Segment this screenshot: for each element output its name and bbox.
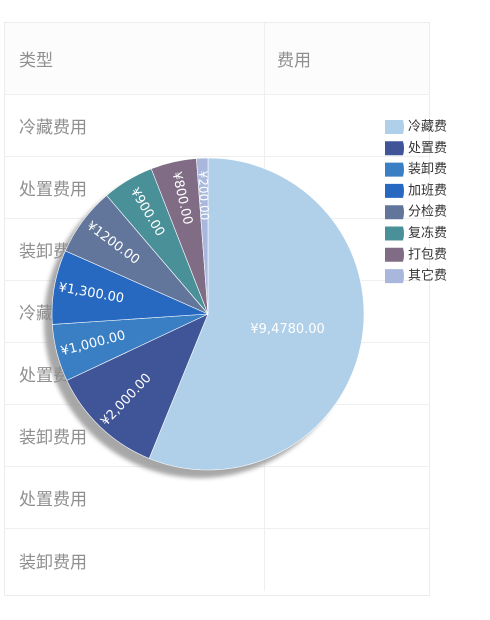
legend-label: 冷藏费 <box>408 120 447 135</box>
column-divider <box>264 467 265 528</box>
legend-label: 其它费 <box>408 268 447 284</box>
row-type: 装卸费用 <box>19 428 87 448</box>
table-row[interactable]: 装卸费用 <box>5 529 429 591</box>
row-type: 装卸费用 <box>19 552 87 573</box>
legend-swatch <box>385 247 404 262</box>
row-type: 处置费用 <box>19 180 87 200</box>
legend-swatch <box>385 162 404 177</box>
legend-label: 处置费 <box>408 141 447 156</box>
legend-label: 复冻费 <box>408 225 447 241</box>
legend-label: 装卸费 <box>408 161 447 177</box>
pie-slice[interactable] <box>66 313 209 459</box>
table-row[interactable]: 处置费用 <box>5 467 429 529</box>
pie-slice-label: ¥200.00 <box>196 170 212 220</box>
pie-slice[interactable] <box>148 157 365 471</box>
pie-slice[interactable] <box>196 157 209 315</box>
pie-slice-label: ¥9,4780.00 <box>250 322 324 337</box>
legend-label: 分检费 <box>408 205 447 220</box>
header-type: 类型 <box>19 51 53 71</box>
legend-swatch <box>385 141 404 156</box>
row-type: 冷藏费用 <box>19 118 87 138</box>
legend-swatch <box>385 226 404 241</box>
pie-slices <box>51 157 365 471</box>
legend-swatch <box>385 205 404 220</box>
column-divider <box>264 529 265 591</box>
column-divider <box>264 23 265 94</box>
legend-swatch <box>385 120 404 134</box>
table-row[interactable]: 冷藏费用 <box>5 95 429 157</box>
header-cost: 费用 <box>277 51 311 71</box>
row-type: 处置费用 <box>19 490 87 510</box>
legend-swatch <box>385 183 404 198</box>
table-header-row: 类型 费用 <box>5 23 429 95</box>
legend-label: 打包费 <box>408 247 447 262</box>
legend-label: 加班费 <box>408 183 447 198</box>
column-divider <box>264 95 265 156</box>
legend-swatch <box>385 269 404 284</box>
